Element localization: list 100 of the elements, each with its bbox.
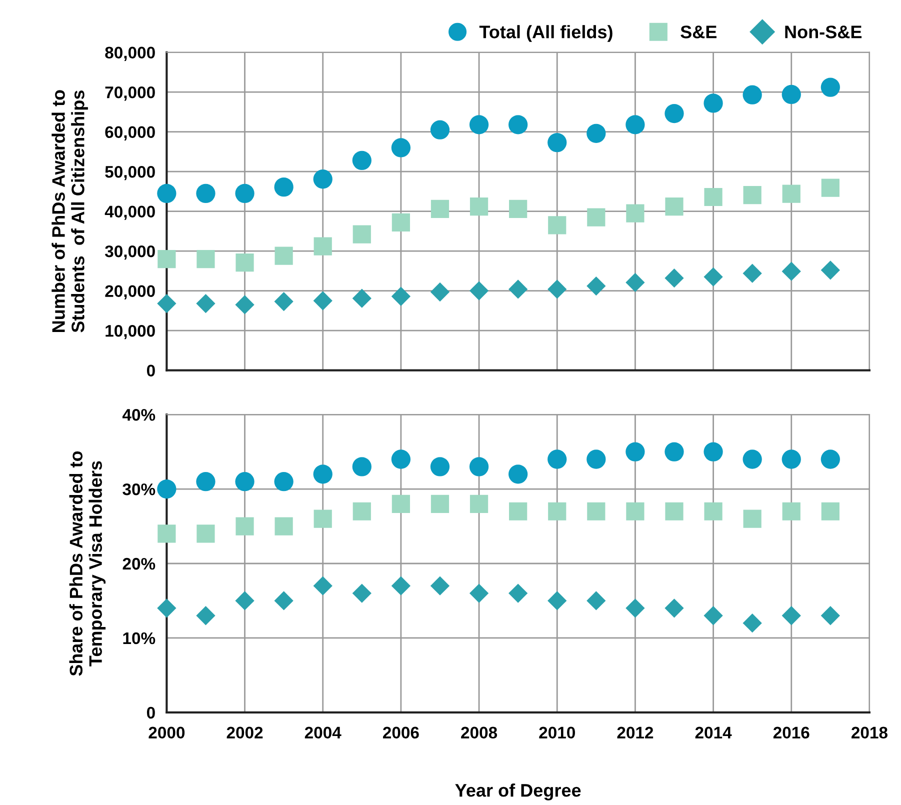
point [586,450,606,469]
point [509,200,528,218]
point [196,606,216,626]
point [743,510,762,528]
legend-label: Non-S&E [785,26,862,38]
point [430,120,450,140]
point [314,510,332,528]
point [313,464,332,484]
point [742,450,762,469]
point [704,606,723,626]
point [313,170,332,189]
point [782,262,801,281]
point [587,208,606,226]
point [470,197,488,216]
point [586,276,606,296]
point [821,178,840,197]
point [391,450,411,469]
point [196,294,216,314]
point [430,494,450,513]
point [665,502,684,520]
point [626,204,644,222]
point [391,138,411,158]
y-tick-label: 70,000 [105,86,155,101]
point [352,225,371,244]
legend-label: S&E [680,26,716,38]
point [235,591,254,610]
point [782,450,801,469]
x-tick-label: 2004 [304,726,342,739]
point [626,502,644,520]
point [157,479,176,499]
y-tick-label: 30,000 [104,245,155,260]
point [548,450,567,469]
point [352,502,371,520]
x-tick-label: 2000 [148,726,185,739]
point [157,294,176,314]
point [743,186,762,204]
y-tick-label: 80,000 [105,46,155,61]
point [236,254,254,272]
point [274,177,294,197]
legend-label: Total (All fields) [479,25,612,42]
point [820,606,840,626]
point [470,494,488,513]
point [548,216,566,234]
y-axis-title: Share of PhDs Awarded to Temporary Visa Holders [69,451,106,676]
point [548,280,567,299]
y-tick-label: 30% [122,483,156,496]
point [196,524,215,543]
point [274,246,293,265]
point [469,115,489,134]
point [508,584,528,603]
y-tick-label: 40% [122,408,156,421]
point [274,472,294,492]
x-tick-label: 2008 [461,726,498,739]
point [704,442,723,462]
x-tick-label: 2012 [617,726,654,739]
y-tick-label: 60,000 [105,126,155,140]
point [352,288,372,308]
point [274,591,294,610]
point [548,502,566,520]
x-tick-label: 2018 [852,726,888,739]
x-tick-label: 2006 [382,726,419,739]
point [352,457,372,476]
y-axis-title: Number of PhDs Awarded to Students of All Citizenships [52,90,88,332]
point [782,84,801,104]
point [626,442,645,462]
point [548,591,567,610]
point [820,78,840,97]
point [391,576,411,596]
point [664,442,684,462]
point [235,295,254,314]
point [274,517,293,536]
point [508,280,528,299]
point [352,584,372,603]
point [626,598,645,618]
point [430,282,450,302]
point [196,250,215,268]
point [274,292,294,312]
point [664,268,684,288]
point [391,286,411,306]
point [626,115,645,134]
point [235,184,254,203]
point [782,606,801,626]
point [586,124,606,143]
point [313,291,332,310]
point [782,184,800,203]
point [392,213,410,232]
point [392,494,410,513]
point [430,200,450,218]
point [626,272,645,292]
point [820,450,840,469]
point [196,184,216,203]
x-tick-label: 2010 [539,726,575,739]
x-tick-label: 2002 [226,726,263,739]
y-tick-label: 40,000 [104,206,155,220]
point [704,267,723,286]
point [665,197,684,216]
point [469,281,489,300]
point [820,260,840,280]
point [157,184,176,203]
point [235,472,254,492]
